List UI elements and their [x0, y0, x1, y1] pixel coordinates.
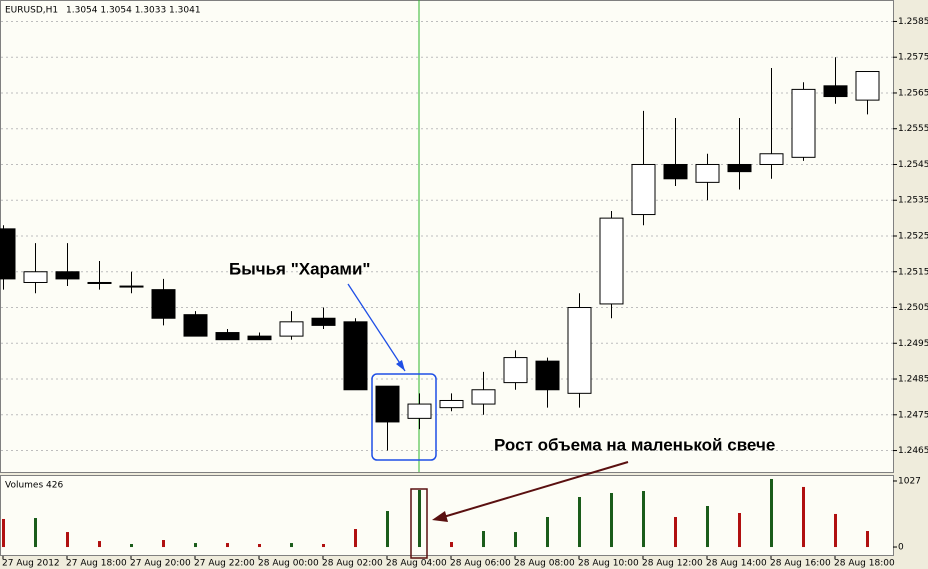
volume-bar — [354, 529, 357, 548]
annotation: Рост объема на маленькой свече — [494, 435, 775, 454]
candle-body — [855, 71, 880, 101]
candle-body — [151, 289, 176, 319]
x-tick-label: 27 Aug 20:00 — [130, 559, 191, 569]
volume-box — [410, 488, 428, 559]
y-tick-label: 1.2475 — [898, 410, 928, 420]
y-tick-label: 0 — [898, 543, 904, 553]
volume-bar — [258, 544, 261, 548]
ohlc-header: 1.3054 1.3054 1.3033 1.3041 — [66, 6, 201, 16]
volume-bar — [98, 541, 101, 548]
volume-bar — [450, 542, 453, 548]
candle-body — [247, 335, 272, 341]
y-tick-label: 1.2565 — [898, 88, 928, 98]
x-tick-label: 28 Aug 10:00 — [578, 559, 639, 569]
candle-body — [759, 153, 784, 165]
volume-bar — [834, 513, 837, 548]
x-tick-label: 27 Aug 18:00 — [66, 559, 127, 569]
candle-body — [407, 403, 432, 419]
x-tick-label: 27 Aug 22:00 — [194, 559, 255, 569]
volume-arrow — [439, 461, 629, 519]
y-tick-label: 1.2515 — [898, 267, 928, 277]
candle-body — [663, 163, 688, 180]
annotation: Бычья "Харами" — [229, 259, 370, 278]
y-tick-label: 1.2535 — [898, 196, 928, 206]
candle-body — [55, 271, 80, 280]
volume-bar — [770, 478, 773, 548]
volume-bar — [194, 543, 197, 548]
volume-bar — [482, 531, 485, 548]
volume-bar — [226, 543, 229, 548]
candle-body — [343, 321, 368, 391]
candle-body — [727, 163, 752, 173]
volume-bar — [578, 496, 581, 548]
candle-body — [0, 228, 16, 280]
volume-bar — [34, 518, 37, 548]
volume-bar — [322, 544, 325, 548]
y-tick-label: 1.2495 — [898, 339, 928, 349]
y-tick-label: 1.2525 — [898, 232, 928, 242]
candle-body — [471, 389, 496, 405]
volume-bar — [738, 513, 741, 548]
x-tick-label: 27 Aug 2012 — [2, 559, 60, 569]
volume-bar — [546, 516, 549, 548]
candle-body — [311, 317, 336, 326]
x-tick-label: 28 Aug 14:00 — [706, 559, 767, 569]
candle-body — [503, 357, 528, 384]
volume-bar — [2, 518, 5, 548]
candle-body — [439, 399, 464, 409]
y-tick-label: 1.2485 — [898, 375, 928, 385]
pattern-box — [371, 373, 437, 461]
y-tick-label: 1027 — [898, 476, 921, 486]
y-tick-label: 1.2465 — [898, 446, 928, 456]
x-tick-label: 28 Aug 02:00 — [322, 559, 383, 569]
candle-body — [695, 163, 720, 183]
candle-body — [599, 217, 624, 305]
x-tick-label: 28 Aug 08:00 — [514, 559, 575, 569]
candle-body — [535, 360, 560, 391]
volume-bar — [642, 491, 645, 548]
y-tick-label: 1.2545 — [898, 160, 928, 170]
candle-body — [631, 163, 656, 216]
volume-bar — [162, 540, 165, 548]
x-tick-label: 28 Aug 16:00 — [770, 559, 831, 569]
candle-body — [87, 281, 112, 284]
volume-arrow-head — [432, 511, 448, 522]
volume-bar — [386, 511, 389, 548]
candle-body — [791, 88, 816, 158]
candle-body — [375, 385, 400, 423]
x-tick-label: 28 Aug 06:00 — [450, 559, 511, 569]
volume-bar — [706, 505, 709, 548]
candle-body — [823, 85, 848, 98]
volume-bar — [66, 532, 69, 548]
x-tick-label: 28 Aug 18:00 — [834, 559, 895, 569]
y-tick-label: 1.2555 — [898, 124, 928, 134]
x-tick-label: 28 Aug 12:00 — [642, 559, 703, 569]
volume-bar — [290, 543, 293, 548]
candle-body — [119, 285, 144, 288]
x-tick-label: 28 Aug 00:00 — [258, 559, 319, 569]
x-tick-label: 28 Aug 04:00 — [386, 559, 447, 569]
volume-bar — [674, 516, 677, 548]
symbol-title: EURUSD,H1 — [5, 6, 58, 16]
y-tick-label: 1.2575 — [898, 53, 928, 63]
volume-bar — [514, 532, 517, 548]
candle-body — [23, 271, 48, 283]
candle-body — [183, 314, 208, 337]
pattern-arrow-head — [396, 360, 405, 371]
volume-bar — [610, 493, 613, 548]
volume-bar — [802, 486, 805, 548]
volume-bar — [418, 489, 421, 548]
candle-body — [279, 321, 304, 337]
pattern-arrow — [347, 283, 406, 372]
volume-bar — [130, 544, 133, 548]
candle-body — [215, 332, 240, 341]
volume-title: Volumes 426 — [5, 481, 63, 491]
candle-body — [567, 307, 592, 394]
y-tick-label: 1.2585 — [898, 17, 928, 27]
volume-bar — [866, 531, 869, 548]
y-tick-label: 1.2505 — [898, 303, 928, 313]
